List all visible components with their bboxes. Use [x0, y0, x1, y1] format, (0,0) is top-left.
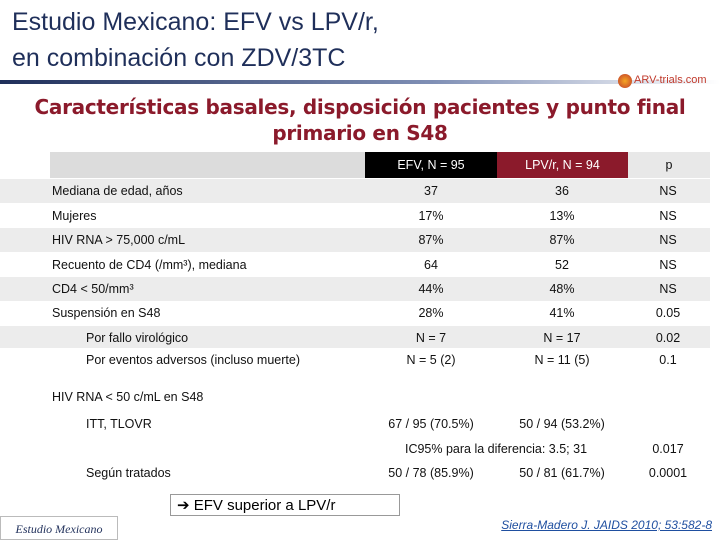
cell: 13% — [549, 209, 575, 223]
subtitle: primario en S48 — [272, 121, 448, 145]
row-label: Mediana de edad, años — [52, 184, 183, 198]
subtitle: Características basales, disposición pac… — [34, 95, 686, 119]
cell: 0.05 — [655, 306, 681, 320]
cell: 36 — [555, 184, 569, 198]
title-rule — [0, 80, 720, 84]
row-band — [0, 277, 710, 301]
column-header: p — [628, 152, 710, 178]
cell: 50 / 94 (53.2%) — [519, 417, 605, 431]
cell: 41% — [549, 306, 575, 320]
row-label: Por eventos adversos (incluso muerte) — [86, 353, 300, 367]
reference: Sierra-Madero J. JAIDS 2010; 53:582-8 — [501, 518, 712, 532]
cell: 87% — [549, 233, 575, 247]
cell: 37 — [424, 184, 438, 198]
logo-icon — [618, 74, 632, 88]
row-band — [0, 253, 710, 277]
cell: 50 / 81 (61.7%) — [519, 466, 605, 480]
row-band — [0, 301, 710, 325]
cell: 67 / 95 (70.5%) — [388, 417, 474, 431]
row-label: Mujeres — [52, 209, 97, 223]
cell: 64 — [424, 258, 438, 272]
title: en combinación con ZDV/3TC — [12, 44, 346, 72]
cell: 44% — [418, 282, 444, 296]
cell: 52 — [555, 258, 569, 272]
row-label: Según tratados — [86, 466, 171, 480]
row-label: Por fallo virológico — [86, 331, 189, 345]
row-band — [0, 348, 710, 372]
cell: N = 17 — [543, 331, 581, 345]
row-band — [0, 204, 710, 228]
cell: 0.1 — [659, 353, 677, 367]
cell: NS — [659, 282, 677, 296]
conclusion: ➔ EFV superior a LPV/r — [170, 494, 400, 516]
row-label: CD4 < 50/mm³ — [52, 282, 134, 296]
column-header: LPV/r, N = 94 — [497, 152, 628, 178]
row-label: Recuento de CD4 (/mm³), mediana — [52, 258, 247, 272]
row-band — [0, 228, 710, 252]
header-blank — [50, 152, 365, 178]
cell: 0.0001 — [648, 466, 688, 480]
cell: 0.02 — [655, 331, 681, 345]
cell: 50 / 78 (85.9%) — [388, 466, 474, 480]
row-label: HIV RNA > 75,000 c/mL — [52, 233, 186, 247]
study-tag: Estudio Mexicano — [0, 516, 118, 540]
cell: 17% — [418, 209, 444, 223]
column-header: EFV, N = 95 — [365, 152, 497, 178]
cell: 0.017 — [652, 442, 684, 456]
logo: ARV-trials.com — [634, 74, 707, 86]
row-label: Suspensión en S48 — [52, 306, 161, 320]
row-label: HIV RNA < 50 c/mL en S48 — [52, 390, 204, 404]
cell: N = 7 — [415, 331, 447, 345]
row-band — [0, 326, 710, 350]
cell: NS — [659, 233, 677, 247]
cell: 48% — [549, 282, 575, 296]
row-label: ITT, TLOVR — [86, 417, 152, 431]
cell: NS — [659, 184, 677, 198]
row-band — [0, 179, 710, 203]
cell: N = 5 (2) — [406, 353, 456, 367]
cell: 28% — [418, 306, 444, 320]
cell: 87% — [418, 233, 444, 247]
cell: NS — [659, 209, 677, 223]
cell: N = 11 (5) — [534, 353, 590, 367]
title: Estudio Mexicano: EFV vs LPV/r, — [12, 8, 379, 36]
cell: NS — [659, 258, 677, 272]
cell: IC95% para la diferencia: 3.5; 31 — [404, 442, 588, 456]
